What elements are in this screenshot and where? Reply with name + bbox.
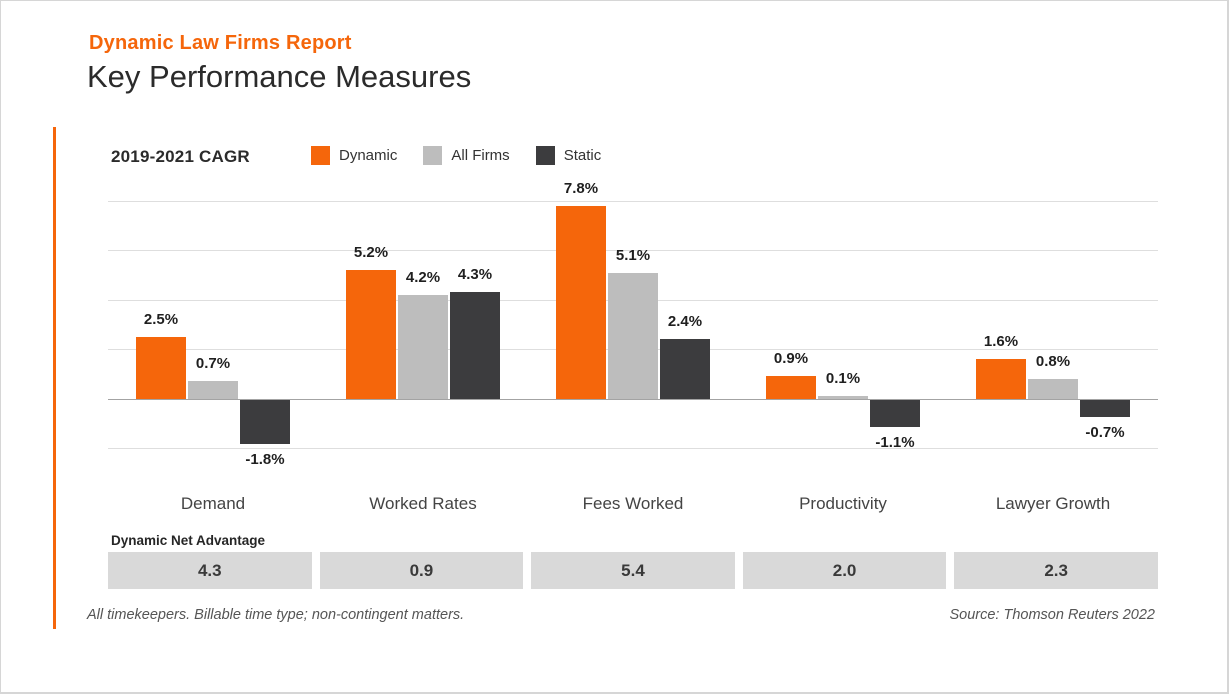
bar-value-label: 0.7% — [195, 355, 231, 373]
legend-swatch-icon — [311, 146, 330, 165]
net-advantage-cell: 2.3 — [954, 552, 1158, 589]
bar-chart-plot: 2.5% 0.7% -1.8% 5.2% 4.2% 4.3% 7.8% 5.1% 2.4% 0.9… — [108, 180, 1158, 468]
bar-dynamic — [766, 376, 816, 399]
page-title: Key Performance Measures — [87, 59, 472, 94]
bar-all-firms — [1028, 378, 1078, 399]
bar-value-label: 5.1% — [615, 246, 651, 264]
bar-value-label: 7.8% — [563, 179, 599, 197]
zero-axis-line — [108, 398, 1158, 400]
category-label: Worked Rates — [369, 494, 477, 513]
net-advantage-cell: 0.9 — [319, 552, 524, 589]
legend-label: Static — [563, 147, 602, 164]
bar-value-label: -0.7% — [1085, 423, 1125, 441]
bar-value-label: -1.8% — [245, 451, 285, 469]
bar-value-label: 1.6% — [983, 333, 1019, 351]
legend-item: All Firms — [423, 146, 510, 165]
bar-dynamic — [136, 336, 186, 399]
bar-all-firms — [398, 294, 448, 399]
bar-all-firms — [188, 381, 238, 399]
bar-value-label: 0.9% — [773, 350, 809, 368]
bar-dynamic — [556, 205, 606, 399]
accent-line — [53, 127, 56, 629]
legend-label: All Firms — [451, 147, 510, 164]
category-label: Lawyer Growth — [995, 494, 1111, 513]
chart-legend: Dynamic All Firms Static — [311, 146, 601, 165]
bar-static — [870, 399, 920, 427]
net-advantage-cell: 5.4 — [531, 552, 735, 589]
footnote: All timekeepers. Billable time type; non… — [87, 607, 465, 623]
bar-value-label: 4.2% — [405, 268, 441, 286]
gridline — [108, 201, 1158, 202]
bar-dynamic — [976, 359, 1026, 399]
bar-value-label: 0.8% — [1035, 352, 1071, 370]
report-eyebrow: Dynamic Law Firms Report — [89, 32, 352, 54]
net-advantage-cell: 2.0 — [742, 552, 947, 589]
bar-static — [660, 339, 710, 399]
bar-static — [240, 399, 290, 445]
bar-static — [1080, 399, 1130, 417]
bar-value-label: 0.1% — [825, 370, 861, 388]
category-label: Demand — [180, 494, 246, 513]
category-label: Productivity — [799, 494, 887, 513]
bar-value-label: 4.3% — [457, 266, 493, 284]
bar-dynamic — [346, 270, 396, 399]
legend-item: Dynamic — [311, 146, 397, 165]
source-credit: Source: Thomson Reuters 2022 — [949, 607, 1155, 623]
bar-all-firms — [818, 396, 868, 399]
bar-all-firms — [608, 272, 658, 399]
bar-value-label: 2.5% — [143, 310, 179, 328]
bar-value-label: -1.1% — [875, 433, 915, 451]
legend-swatch-icon — [423, 146, 443, 165]
category-label: Fees Worked — [582, 494, 684, 513]
legend-item: Static — [535, 146, 602, 165]
gridline — [108, 448, 1158, 449]
net-advantage-cell: 4.3 — [108, 552, 312, 589]
bar-value-label: 2.4% — [667, 313, 703, 331]
bar-static — [450, 292, 500, 399]
bar-value-label: 5.2% — [353, 244, 389, 262]
net-advantage-row: 4.3 0.9 5.4 2.0 2.3 — [108, 552, 1158, 589]
legend-swatch-icon — [535, 146, 555, 165]
legend-label: Dynamic — [339, 147, 398, 164]
net-advantage-label: Dynamic Net Advantage — [111, 533, 266, 548]
gridline — [108, 250, 1158, 252]
cagr-axis-label: 2019-2021 CAGR — [111, 147, 250, 166]
